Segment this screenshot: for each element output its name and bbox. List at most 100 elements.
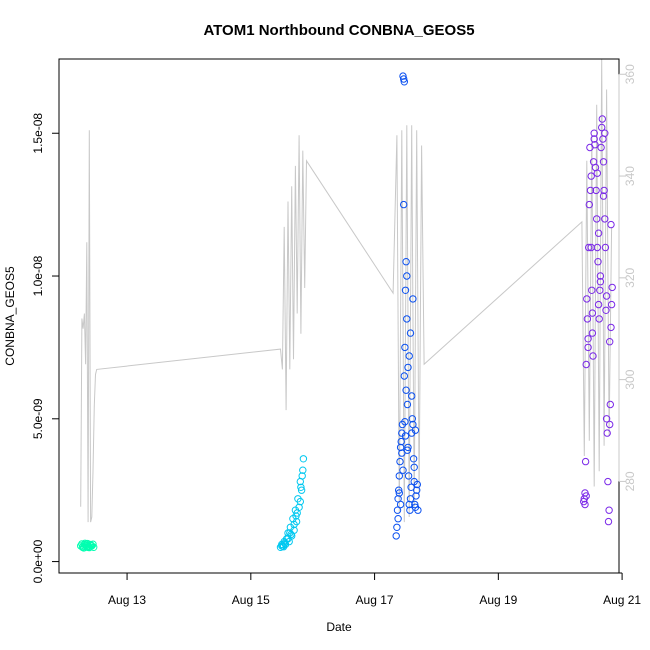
data-point (299, 466, 307, 474)
data-point (407, 483, 415, 491)
data-point (408, 392, 416, 400)
data-point (582, 492, 590, 500)
x-tick-label: Aug 17 (356, 593, 394, 607)
data-point (601, 243, 610, 252)
data-point (395, 472, 403, 480)
data-point (594, 258, 602, 266)
data-point (598, 115, 606, 123)
data-point (586, 186, 595, 195)
data-point (298, 472, 306, 480)
x-axis: Aug 13 Aug 15 Aug 17 Aug 19 Aug 21 (108, 572, 641, 607)
data-point (397, 437, 405, 446)
data-point (594, 300, 603, 309)
data-point (404, 363, 412, 372)
y-tick-label: 0.0e+00 (31, 539, 45, 583)
secondary-y-axis: 280 300 320 340 360 (618, 64, 637, 491)
secondary-tick-label: 340 (623, 166, 637, 186)
y-tick-label: 1.5e-08 (31, 113, 45, 154)
data-point (583, 315, 592, 323)
data-point (85, 542, 93, 551)
data-point (401, 286, 410, 294)
secondary-tick-label: 280 (623, 471, 637, 491)
data-point (412, 492, 420, 500)
data-point (604, 477, 612, 486)
data-point (602, 415, 611, 423)
data-point (404, 472, 413, 480)
data-point (279, 543, 288, 551)
data-point (394, 515, 402, 523)
data-point (395, 486, 403, 494)
data-point (408, 415, 416, 423)
data-point (400, 78, 408, 86)
data-point (405, 352, 413, 360)
data-point (297, 483, 305, 491)
data-point (290, 520, 298, 529)
points-layer (77, 72, 616, 552)
data-point (406, 506, 414, 514)
data-point (581, 500, 589, 509)
data-point (584, 343, 592, 352)
data-point (404, 443, 412, 452)
x-tick-label: Aug 21 (603, 593, 641, 607)
data-point (599, 158, 608, 166)
data-point (599, 192, 608, 200)
x-tick-label: Aug 15 (232, 593, 270, 607)
secondary-series-line (80, 58, 613, 523)
data-point (591, 141, 599, 149)
data-point (403, 272, 411, 280)
data-point (398, 449, 406, 457)
data-point (403, 446, 412, 454)
data-point (410, 463, 418, 471)
data-point (585, 243, 593, 252)
data-point (605, 506, 613, 514)
plot-frame (58, 58, 620, 574)
data-point (590, 135, 598, 143)
x-axis-label: Date (326, 620, 352, 634)
data-point (413, 486, 421, 494)
y-axis: 0.0e+00 5.0e-09 1.0e-08 1.5e-08 (31, 113, 60, 583)
data-point (403, 315, 411, 323)
secondary-line-layer (80, 58, 613, 523)
data-point (607, 220, 615, 229)
data-point (286, 529, 294, 537)
data-point (402, 386, 410, 394)
data-point (401, 432, 410, 440)
data-point (608, 283, 616, 292)
data-point (395, 489, 403, 497)
data-point (588, 329, 597, 337)
data-point (409, 295, 417, 303)
data-point (413, 480, 421, 489)
data-point (297, 486, 306, 494)
chart-title: ATOM1 Northbound CONBNA_GEOS5 (203, 22, 474, 39)
data-point (601, 215, 609, 223)
data-point (590, 129, 598, 137)
data-point (393, 523, 401, 531)
data-point (587, 172, 595, 180)
data-point (393, 506, 402, 514)
data-point (409, 455, 418, 463)
data-point (401, 418, 409, 426)
data-point (86, 541, 95, 549)
data-point (598, 123, 606, 132)
y-tick-label: 1.0e-08 (31, 255, 45, 296)
data-point (583, 295, 591, 303)
secondary-tick-label: 300 (623, 369, 637, 389)
data-point (607, 323, 615, 332)
data-point (602, 292, 611, 300)
data-point (603, 429, 611, 437)
data-point (400, 200, 408, 209)
data-point (600, 186, 608, 195)
data-point (593, 215, 601, 223)
data-point (406, 495, 415, 503)
data-point (396, 457, 404, 466)
data-point (602, 306, 610, 314)
data-point (402, 258, 410, 266)
y-tick-label: 5.0e-09 (31, 398, 45, 439)
data-point (593, 169, 601, 177)
data-point (392, 532, 400, 540)
data-point (414, 506, 422, 514)
data-point (592, 186, 600, 195)
data-point (584, 335, 592, 343)
data-point (406, 329, 415, 337)
